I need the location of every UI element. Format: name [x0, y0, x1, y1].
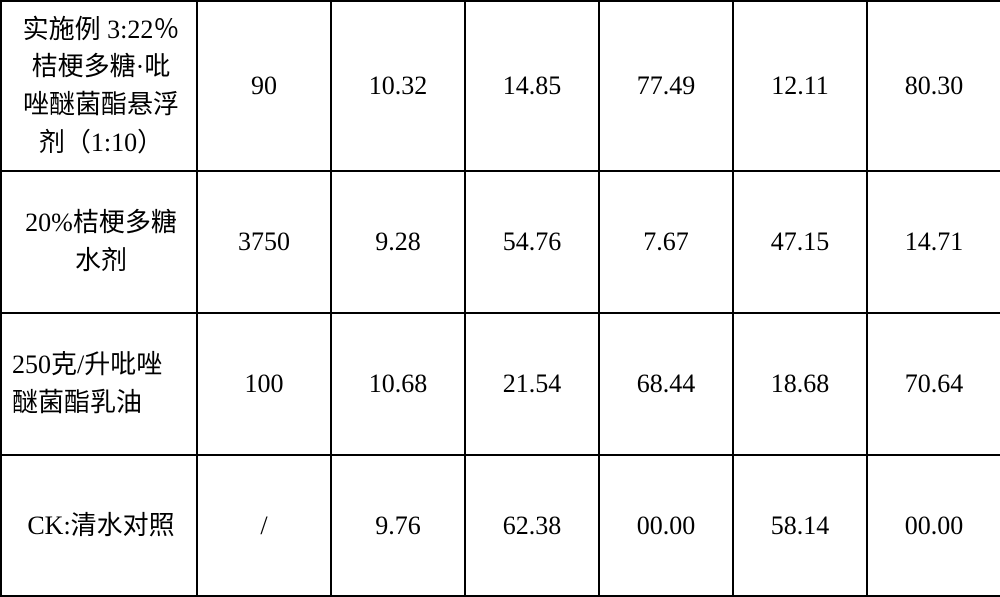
cell: 70.64: [867, 313, 1000, 455]
row-label: CK:清水对照: [1, 455, 197, 596]
cell: 7.67: [599, 171, 733, 313]
cell: 90: [197, 1, 331, 171]
cell: 54.76: [465, 171, 599, 313]
cell: 10.68: [331, 313, 465, 455]
cell: 14.71: [867, 171, 1000, 313]
row-label: 实施例 3:22％桔梗多糖·吡唑醚菌酯悬浮剂（1:10）: [1, 1, 197, 171]
cell: 14.85: [465, 1, 599, 171]
cell: 9.76: [331, 455, 465, 596]
table-row: 250克/升吡唑醚菌酯乳油 100 10.68 21.54 68.44 18.6…: [1, 313, 1000, 455]
table-row: CK:清水对照 / 9.76 62.38 00.00 58.14 00.00: [1, 455, 1000, 596]
cell: 12.11: [733, 1, 867, 171]
cell: 58.14: [733, 455, 867, 596]
table-row: 20%桔梗多糖水剂 3750 9.28 54.76 7.67 47.15 14.…: [1, 171, 1000, 313]
cell: 3750: [197, 171, 331, 313]
cell: 80.30: [867, 1, 1000, 171]
cell: 18.68: [733, 313, 867, 455]
cell: 47.15: [733, 171, 867, 313]
cell: 100: [197, 313, 331, 455]
cell: 00.00: [867, 455, 1000, 596]
cell: /: [197, 455, 331, 596]
cell: 00.00: [599, 455, 733, 596]
cell: 68.44: [599, 313, 733, 455]
table-row: 实施例 3:22％桔梗多糖·吡唑醚菌酯悬浮剂（1:10） 90 10.32 14…: [1, 1, 1000, 171]
cell: 62.38: [465, 455, 599, 596]
cell: 77.49: [599, 1, 733, 171]
cell: 9.28: [331, 171, 465, 313]
row-label: 20%桔梗多糖水剂: [1, 171, 197, 313]
data-table: 实施例 3:22％桔梗多糖·吡唑醚菌酯悬浮剂（1:10） 90 10.32 14…: [0, 0, 1000, 597]
table-body: 实施例 3:22％桔梗多糖·吡唑醚菌酯悬浮剂（1:10） 90 10.32 14…: [1, 1, 1000, 596]
cell: 10.32: [331, 1, 465, 171]
row-label: 250克/升吡唑醚菌酯乳油: [1, 313, 197, 455]
cell: 21.54: [465, 313, 599, 455]
